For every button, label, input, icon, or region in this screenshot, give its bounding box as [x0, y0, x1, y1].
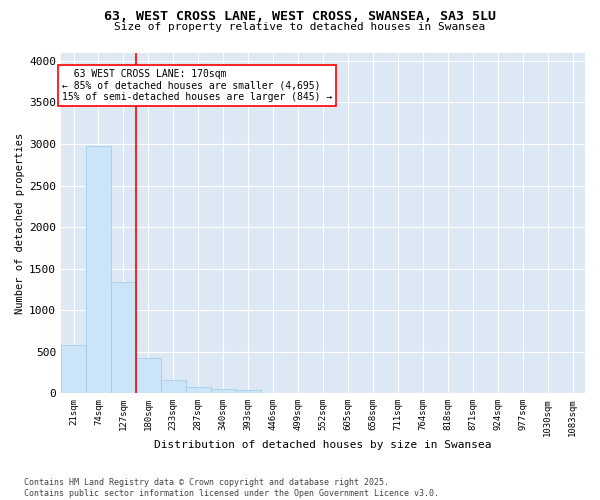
Text: Contains HM Land Registry data © Crown copyright and database right 2025.
Contai: Contains HM Land Registry data © Crown c…	[24, 478, 439, 498]
Text: 63, WEST CROSS LANE, WEST CROSS, SWANSEA, SA3 5LU: 63, WEST CROSS LANE, WEST CROSS, SWANSEA…	[104, 10, 496, 23]
Text: Size of property relative to detached houses in Swansea: Size of property relative to detached ho…	[115, 22, 485, 32]
Bar	[236, 390, 260, 394]
Bar	[186, 387, 211, 394]
X-axis label: Distribution of detached houses by size in Swansea: Distribution of detached houses by size …	[154, 440, 492, 450]
Bar	[111, 282, 136, 394]
Bar	[61, 345, 86, 394]
Bar	[86, 146, 111, 394]
Bar	[211, 389, 236, 394]
Text: 63 WEST CROSS LANE: 170sqm  
← 85% of detached houses are smaller (4,695)
15% of: 63 WEST CROSS LANE: 170sqm ← 85% of deta…	[62, 69, 332, 102]
Bar	[136, 358, 161, 394]
Y-axis label: Number of detached properties: Number of detached properties	[15, 132, 25, 314]
Bar	[161, 380, 186, 394]
